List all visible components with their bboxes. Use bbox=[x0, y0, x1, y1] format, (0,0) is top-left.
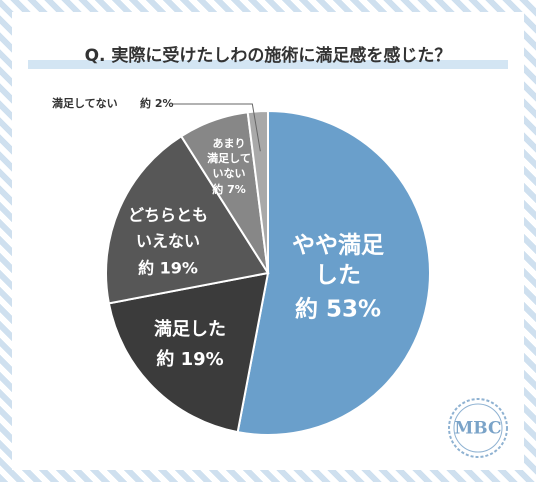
leader-line bbox=[172, 103, 261, 152]
slice-label: どちらとも bbox=[128, 206, 208, 225]
slice-label: 満足した bbox=[154, 318, 226, 340]
logo-ring bbox=[448, 398, 508, 458]
title-highlight bbox=[28, 60, 508, 69]
value-label: 約 53% bbox=[295, 296, 381, 323]
value-label: 約 19% bbox=[138, 259, 198, 278]
logo-text: MBC bbox=[454, 419, 501, 439]
slice-label: 満足して bbox=[207, 151, 251, 165]
value-label: 約 19% bbox=[156, 348, 223, 370]
pie-slice bbox=[105, 134, 270, 305]
logo: MBC bbox=[448, 398, 508, 458]
logo-ring-inner bbox=[453, 403, 503, 453]
slice-label: あまり bbox=[213, 137, 246, 150]
slice-label: やや満足 bbox=[292, 233, 384, 259]
value-label: 約 7% bbox=[212, 182, 246, 196]
slice-label: した bbox=[315, 263, 361, 289]
pie-slice bbox=[236, 109, 431, 436]
chart-title: Q. 実際に受けたしわの施術に満足感を感じた？ bbox=[85, 45, 452, 66]
slice-label: 満足してない bbox=[52, 96, 118, 110]
pie-slice bbox=[107, 271, 270, 434]
slice-label: いえない bbox=[136, 232, 200, 251]
value-label: 約 2% bbox=[140, 96, 174, 110]
pie-slice bbox=[246, 109, 269, 274]
slice-label: いない bbox=[213, 167, 246, 180]
